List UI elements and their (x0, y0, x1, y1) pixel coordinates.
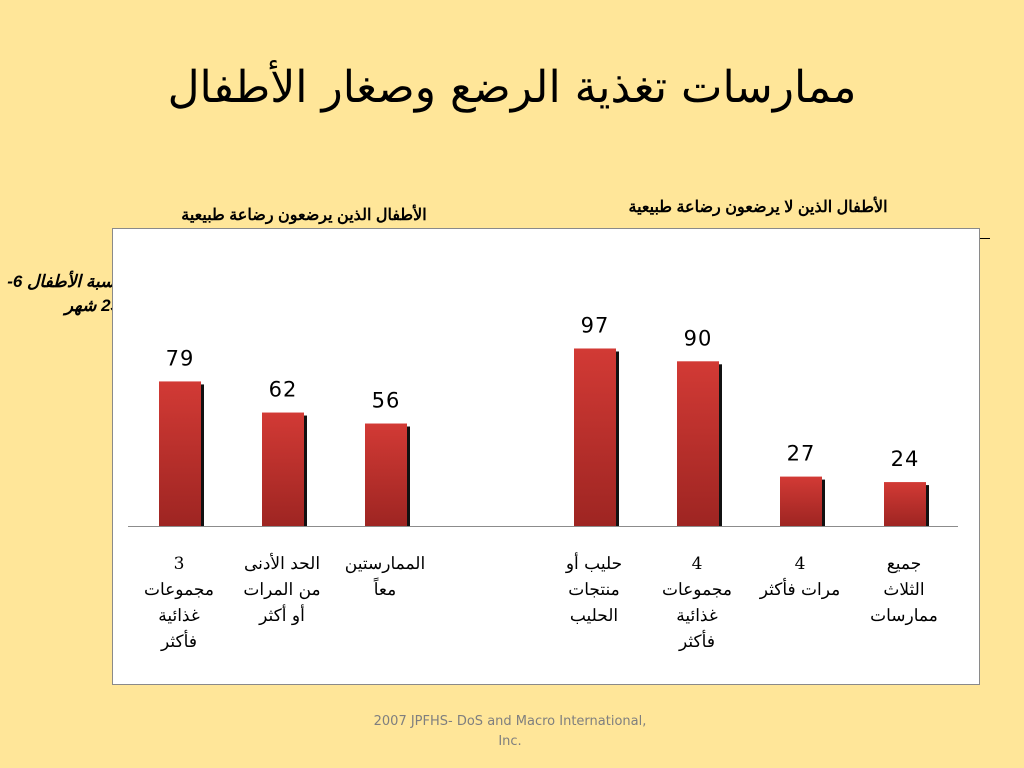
category-label-line: فأكثر (679, 632, 715, 652)
bar-4 (677, 361, 719, 526)
category-label-0: 3 مجموعات غذائية فأكثر (127, 551, 231, 655)
data-label-0: 79 (166, 346, 195, 370)
chart-panel: 79 62 56 97 90 27 24 (112, 228, 980, 685)
category-label-line: فأكثر (161, 632, 197, 652)
category-label-line: ممارسات (870, 606, 938, 626)
category-label-line: حليب أو (565, 554, 623, 574)
bar-5 (780, 476, 822, 526)
category-label-line: من المرات (243, 580, 321, 600)
category-label-line: منتجات (568, 580, 620, 600)
y-axis-label: نسبة الأطفال 6- 23 شهر (7, 272, 120, 315)
category-label-2: الممارستين معاً (333, 551, 437, 603)
category-label-line: الحد الأدنى (243, 554, 321, 574)
category-label-line: مجموعات (661, 580, 733, 600)
data-label-6: 24 (891, 447, 920, 471)
category-label-line: 3 (173, 554, 185, 574)
category-label-line: 4 (794, 554, 806, 574)
category-label-line: غذائية (158, 606, 200, 626)
group-title-breastfed: الأطفال الذين يرضعون رضاعة طبيعية (181, 207, 427, 224)
category-label-line: أو أكثر (259, 606, 305, 626)
category-label-line: مرات فأكثر (759, 580, 841, 600)
category-label-line: الثلاث (883, 580, 925, 600)
bar-chart: 79 62 56 97 90 27 24 (128, 313, 958, 527)
data-label-2: 56 (372, 389, 401, 413)
category-label-line: معاً (373, 580, 397, 600)
group-title-not-breastfed: الأطفال الذين لا يرضعون رضاعة طبيعية (628, 199, 888, 216)
category-label-line: غذائية (676, 606, 718, 626)
slide-title: ممارسات تغذية الرضع وصغار الأطفال (167, 62, 857, 113)
data-label-4: 90 (684, 326, 713, 350)
slide-footer: 2007 JPFHS- DoS and Macro International,… (373, 714, 647, 749)
data-label-1: 62 (269, 378, 298, 402)
category-label-line: مجموعات (143, 580, 215, 600)
data-label-3: 97 (581, 313, 610, 337)
category-label-line: الممارستين (344, 554, 426, 574)
category-label-line: جميع (886, 554, 922, 574)
data-label-5: 27 (787, 442, 816, 466)
category-label-1: الحد الأدنى من المرات أو أكثر (230, 551, 334, 629)
bar-3 (574, 348, 616, 526)
bar-2 (365, 423, 407, 526)
category-label-6: جميع الثلاث ممارسات (852, 551, 956, 629)
bar-1 (262, 412, 304, 526)
category-label-3: حليب أو منتجات الحليب (542, 551, 646, 629)
category-label-line: الحليب (569, 606, 619, 626)
category-label-4: 4 مجموعات غذائية فأكثر (645, 551, 749, 655)
category-label-line: 4 (691, 554, 703, 574)
category-label-5: 4 مرات فأكثر (748, 551, 852, 603)
bar-6 (884, 482, 926, 526)
bar-0 (159, 381, 201, 526)
